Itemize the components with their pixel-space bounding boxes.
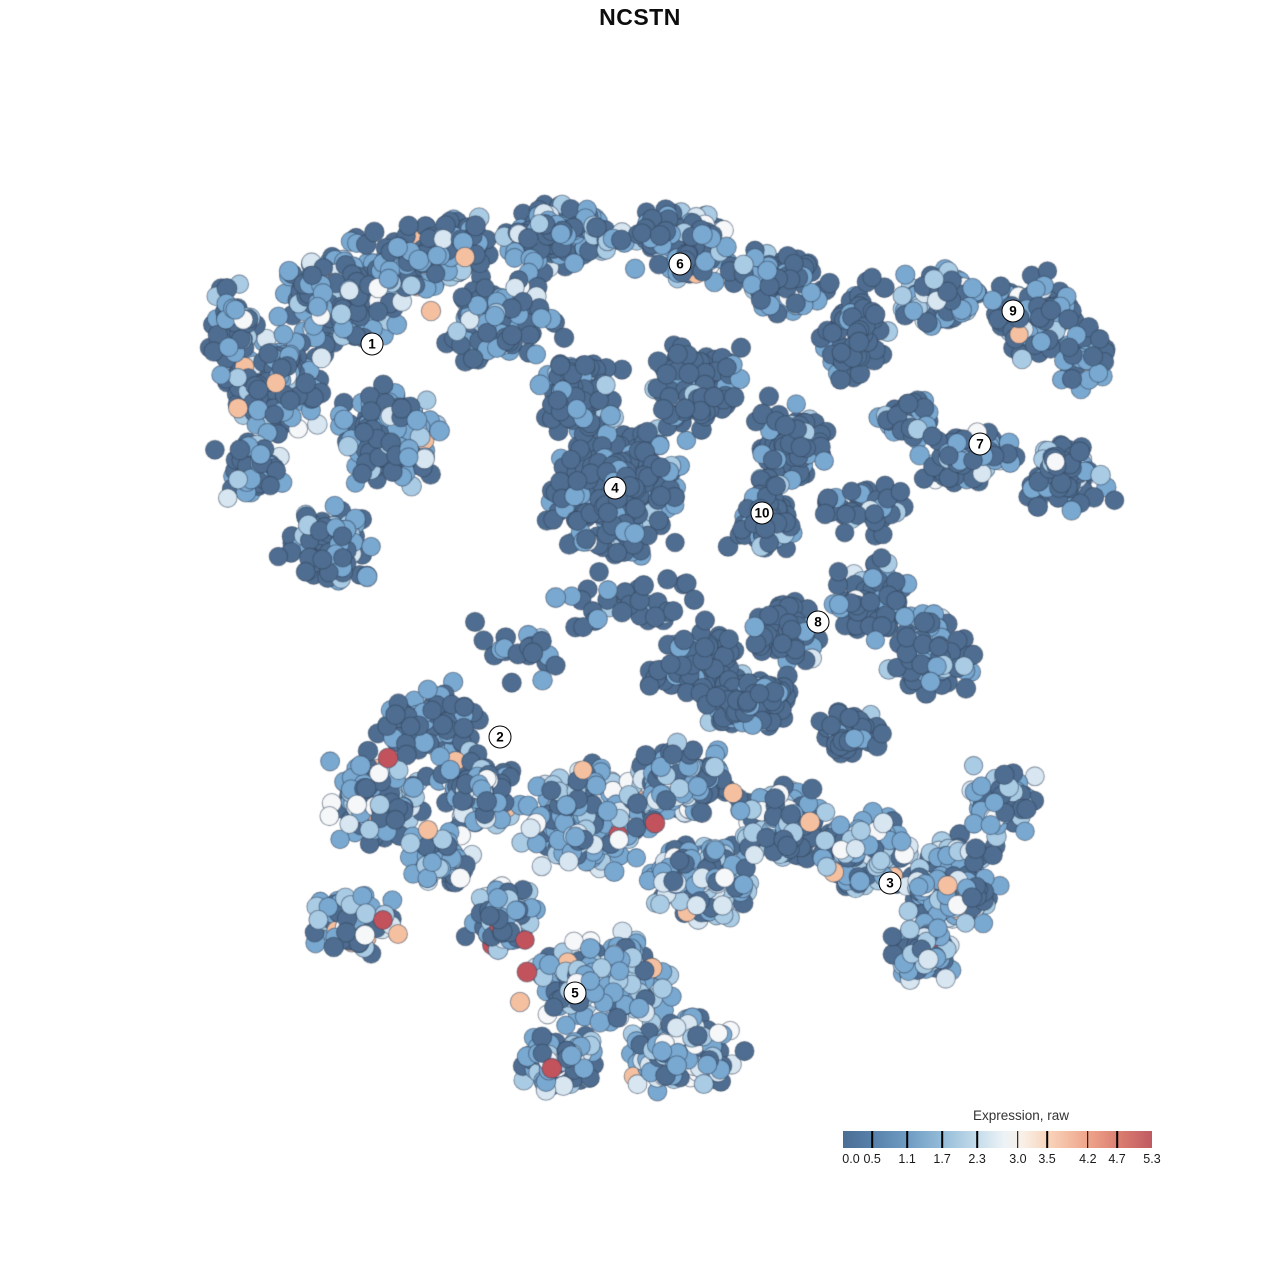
chart-title: NCSTN [599, 4, 681, 30]
legend-tick-label: 4.7 [1108, 1152, 1126, 1166]
legend-title: Expression, raw [972, 1108, 1070, 1123]
legend-tick-label: 2.3 [968, 1152, 986, 1166]
cluster-label-10: 10 [750, 501, 774, 525]
legend-tick-label: 4.2 [1079, 1152, 1097, 1166]
legend-tick [1017, 1131, 1019, 1148]
cluster-label-6: 6 [668, 252, 692, 276]
legend-tick-label: 0.0 [842, 1152, 860, 1166]
cluster-label-4: 4 [603, 476, 627, 500]
legend-tick [906, 1131, 908, 1148]
legend-tick-label: 1.7 [933, 1152, 951, 1166]
cluster-label-9: 9 [1001, 299, 1025, 323]
legend-tick [1087, 1131, 1089, 1148]
cluster-label-3: 3 [878, 871, 902, 895]
cluster-label-8: 8 [806, 610, 830, 634]
legend-tick-label: 5.3 [1143, 1152, 1161, 1166]
legend-tick-label: 1.1 [898, 1152, 916, 1166]
legend-tick-label: 0.5 [863, 1152, 881, 1166]
legend-tick [976, 1131, 978, 1148]
legend-colorbar [843, 1131, 1152, 1148]
cluster-label-2: 2 [488, 725, 512, 749]
legend-tick [1116, 1131, 1118, 1148]
legend-tick [941, 1131, 943, 1148]
legend-tick-label: 3.0 [1009, 1152, 1027, 1166]
cluster-label-7: 7 [968, 432, 992, 456]
cluster-label-5: 5 [563, 981, 587, 1005]
legend-tick [871, 1131, 873, 1148]
legend-tick-label: 3.5 [1038, 1152, 1056, 1166]
legend-tick [1046, 1131, 1048, 1148]
cluster-label-1: 1 [360, 332, 384, 356]
